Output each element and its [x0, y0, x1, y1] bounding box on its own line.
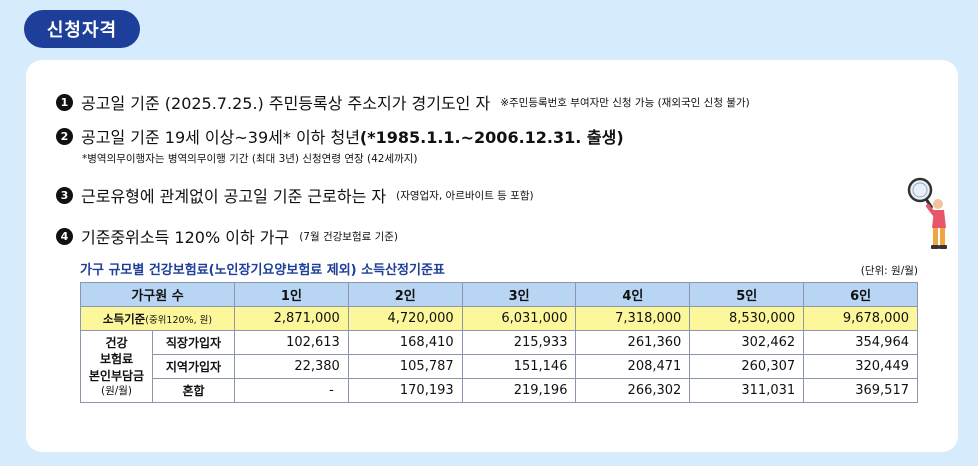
criterion-4-text: 기준중위소득 120% 이하 가구	[81, 228, 290, 247]
income-criteria-table: 가구원 수 1인 2인 3인 4인 5인 6인 소득기준(중위120%, 원) …	[80, 282, 918, 403]
number-4-icon: 4	[56, 227, 73, 245]
income-cell: 8,530,000	[689, 306, 805, 331]
table-header-row: 가구원 수 1인 2인 3인 4인 5인 6인	[80, 282, 918, 307]
header-col-6: 6인	[803, 282, 918, 307]
criterion-4-note: (7월 건강보험료 기준)	[299, 230, 399, 243]
income-cell: 4,720,000	[347, 306, 463, 331]
criterion-1-note: ※주민등록번호 부여자만 신청 가능 (재외국인 신청 불가)	[500, 96, 750, 109]
table-cell: -	[234, 378, 349, 403]
table-cell: 354,964	[803, 330, 918, 355]
criterion-4: 4 기준중위소득 120% 이하 가구 (7월 건강보험료 기준)	[56, 224, 398, 248]
income-row: 소득기준(중위120%, 원) 2,871,000 4,720,000 6,03…	[80, 306, 918, 331]
table-cell: 266,302	[575, 378, 691, 403]
header-col-5: 5인	[689, 282, 805, 307]
criterion-2-birth-range: (*1985.1.1.~2006.12.31. 출생)	[359, 128, 624, 147]
table-row: 지역가입자 22,380 105,787 151,146 208,471 260…	[81, 354, 918, 379]
table-cell: 168,410	[347, 330, 463, 355]
income-cell: 9,678,000	[803, 306, 918, 331]
table-cell: 170,193	[347, 378, 463, 403]
criterion-3: 3 근로유형에 관계없이 공고일 기준 근로하는 자 (자영업자, 아르바이트 …	[56, 183, 534, 207]
eligibility-card: 1 공고일 기준 (2025.7.25.) 주민등록상 주소지가 경기도인 자 …	[26, 60, 958, 452]
criterion-2-text: 공고일 기준 19세 이상~39세* 이하 청년	[81, 128, 360, 147]
section-badge: 신청자격	[24, 10, 140, 48]
table-cell: 208,471	[575, 354, 691, 379]
header-col-3: 3인	[461, 282, 577, 307]
criterion-3-text: 근로유형에 관계없이 공고일 기준 근로하는 자	[81, 187, 387, 206]
table-cell: 219,196	[461, 378, 577, 403]
row-type-label: 혼합	[152, 378, 235, 403]
table-title: 가구 규모별 건강보험료(노인장기요양보험료 제외) 소득산정기준표	[80, 263, 445, 278]
header-col-2: 2인	[347, 282, 463, 307]
number-1-icon: 1	[56, 93, 73, 111]
table-cell: 261,360	[575, 330, 691, 355]
table-row: 건강 보험료 본인부담금 (원/월) 직장가입자 102,613 168,410…	[80, 330, 918, 403]
table-unit: (단위: 원/월)	[860, 265, 918, 277]
header-col-4: 4인	[575, 282, 691, 307]
criterion-1-text: 공고일 기준 (2025.7.25.) 주민등록상 주소지가 경기도인 자	[81, 94, 491, 113]
table-cell: 369,517	[803, 378, 918, 403]
table-cell: 260,307	[689, 354, 805, 379]
income-cell: 7,318,000	[575, 306, 691, 331]
criterion-2: 2 공고일 기준 19세 이상~39세* 이하 청년 (*1985.1.1.~2…	[56, 124, 624, 148]
row-type-label: 직장가입자	[152, 330, 235, 355]
table-cell: 311,031	[689, 378, 805, 403]
income-cell: 2,871,000	[234, 306, 349, 331]
table-cell: 22,380	[234, 354, 349, 379]
table-cell: 105,787	[347, 354, 463, 379]
criterion-1: 1 공고일 기준 (2025.7.25.) 주민등록상 주소지가 경기도인 자 …	[56, 90, 750, 114]
header-col-1: 1인	[234, 282, 349, 307]
table-row: 혼합 - 170,193 219,196 266,302 311,031 369…	[81, 378, 918, 403]
header-household-size: 가구원 수	[80, 282, 235, 307]
table-cell: 320,449	[803, 354, 918, 379]
row-type-label: 지역가입자	[152, 354, 235, 379]
criterion-2-note: *병역의무이행자는 병역의무이행 기간 (최대 3년) 신청연령 연장 (42세…	[82, 153, 418, 165]
income-label: 소득기준(중위120%, 원)	[80, 306, 235, 331]
table-cell: 151,146	[461, 354, 577, 379]
income-cell: 6,031,000	[461, 306, 577, 331]
number-2-icon: 2	[56, 127, 73, 145]
table-cell: 102,613	[234, 330, 349, 355]
table-cell: 215,933	[461, 330, 577, 355]
number-3-icon: 3	[56, 186, 73, 204]
person-with-magnifier-icon	[907, 177, 947, 249]
insurance-group-label: 건강 보험료 본인부담금 (원/월)	[80, 330, 153, 403]
table-cell: 302,462	[689, 330, 805, 355]
criterion-3-note: (자영업자, 아르바이트 등 포함)	[396, 189, 534, 202]
